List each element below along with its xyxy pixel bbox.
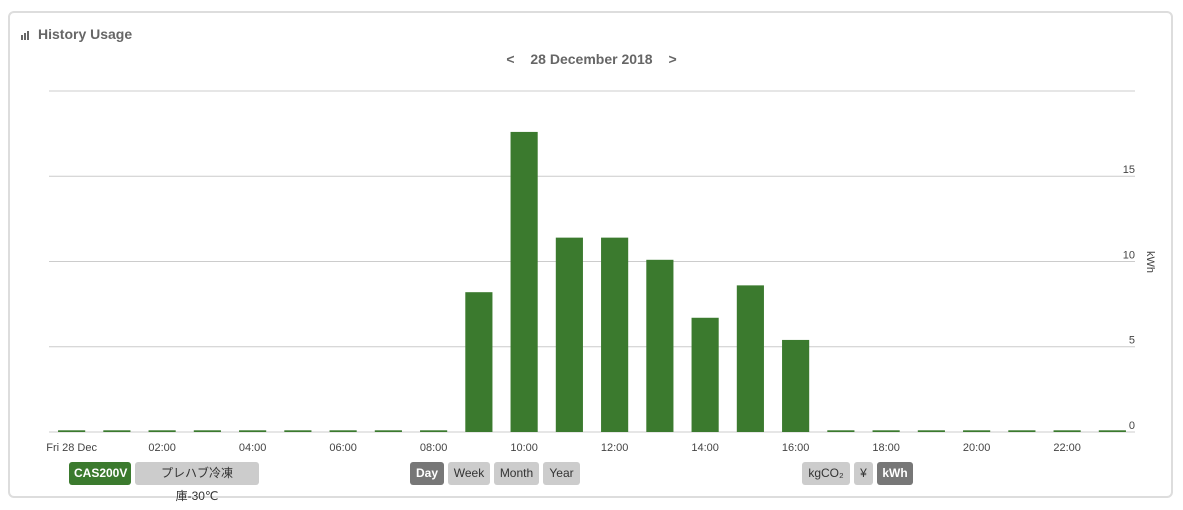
y-axis-label: kWh	[1144, 251, 1156, 273]
x-tick-label: 12:00	[601, 442, 629, 454]
card	[8, 11, 1173, 498]
bar	[555, 237, 583, 432]
bar	[1098, 430, 1126, 432]
bar	[420, 430, 448, 432]
title-icon	[21, 31, 29, 40]
bar	[646, 259, 674, 432]
x-tick-label: 14:00	[691, 442, 719, 454]
device-button[interactable]: CAS200V	[69, 462, 131, 485]
unit-button[interactable]: kWh	[877, 462, 913, 485]
bar	[148, 430, 176, 432]
bar	[193, 430, 221, 432]
x-tick-label: 10:00	[510, 442, 538, 454]
unit-button[interactable]: kgCO₂	[802, 462, 850, 485]
bar	[872, 430, 900, 432]
bar	[103, 430, 131, 432]
bar	[691, 317, 719, 432]
period-button[interactable]: Year	[543, 462, 580, 485]
bar	[963, 430, 991, 432]
date-label: 28 December 2018	[530, 51, 653, 67]
date-nav: < 28 December 2018 >	[0, 51, 1183, 67]
x-tick-label: 08:00	[420, 442, 448, 454]
y-tick-label: 0	[1129, 420, 1135, 432]
bar	[329, 430, 357, 432]
bar	[239, 430, 267, 432]
bar	[284, 430, 312, 432]
period-button[interactable]: Day	[410, 462, 444, 485]
x-tick-label: 04:00	[239, 442, 267, 454]
bar	[827, 430, 855, 432]
x-tick-label: 20:00	[963, 442, 991, 454]
bar	[736, 285, 764, 432]
x-tick-label: 22:00	[1053, 442, 1081, 454]
bar	[917, 430, 945, 432]
x-tick-label: 06:00	[329, 442, 357, 454]
unit-button[interactable]: ¥	[854, 462, 873, 485]
x-tick-label: 02:00	[148, 442, 176, 454]
x-tick-label: 18:00	[872, 442, 900, 454]
device-button[interactable]: プレハブ冷凍庫-30℃	[135, 462, 259, 503]
bar	[782, 339, 810, 432]
bar	[58, 430, 86, 432]
prev-button[interactable]: <	[506, 51, 515, 67]
bar	[465, 292, 493, 432]
bar	[1008, 430, 1036, 432]
bar	[374, 430, 402, 432]
y-tick-label: 10	[1123, 249, 1135, 261]
y-tick-label: 5	[1129, 335, 1135, 347]
period-button[interactable]: Week	[448, 462, 490, 485]
bar	[510, 131, 538, 433]
x-tick-label: Fri 28 Dec	[46, 442, 97, 454]
bar	[601, 237, 629, 432]
period-button[interactable]: Month	[494, 462, 539, 485]
x-tick-label: 16:00	[782, 442, 810, 454]
widget-title: History Usage	[38, 26, 133, 42]
bar	[1053, 430, 1081, 432]
next-button[interactable]: >	[668, 51, 677, 67]
y-tick-label: 15	[1123, 164, 1135, 176]
